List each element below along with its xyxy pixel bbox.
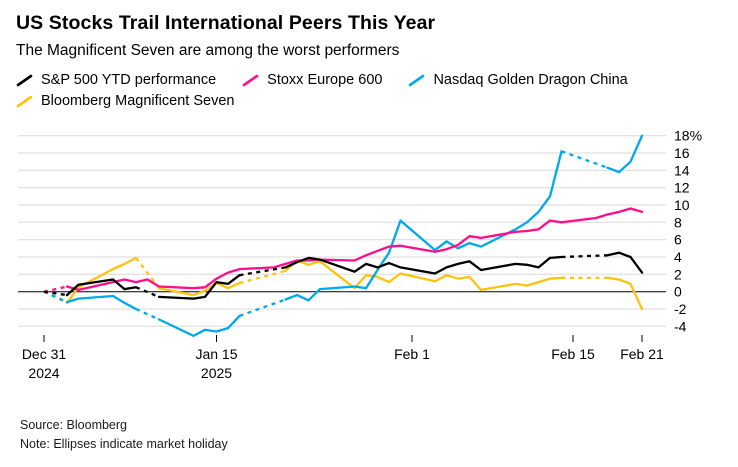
svg-text:Feb 21: Feb 21 — [620, 346, 664, 362]
svg-text:Feb 1: Feb 1 — [394, 346, 430, 362]
svg-text:2025: 2025 — [201, 365, 232, 381]
chart-area: 18% 16 14 12 10 8 6 4 2 0 -2 -4 Dec 31 2024 Jan 15 2025… — [14, 117, 726, 392]
legend-swatch-line — [16, 95, 33, 107]
page-subtitle: The Magnificent Seven are among the wors… — [16, 42, 400, 59]
legend-line-icon — [409, 74, 425, 86]
legend-line-icon — [16, 95, 33, 107]
legend-swatch-line — [242, 74, 259, 86]
legend-line-icon — [16, 74, 33, 86]
page-title: US Stocks Trail International Peers This… — [16, 12, 436, 34]
legend-swatch-line — [16, 74, 33, 86]
svg-text:16: 16 — [674, 145, 690, 161]
legend-label: S&P 500 YTD performance — [41, 72, 217, 88]
legend-label: Nasdaq Golden Dragon China — [433, 72, 628, 88]
svg-text:8: 8 — [674, 214, 682, 230]
legend-label: Stoxx Europe 600 — [267, 72, 383, 88]
svg-text:-4: -4 — [674, 318, 687, 334]
svg-text:4: 4 — [674, 249, 682, 265]
svg-text:-2: -2 — [674, 301, 687, 317]
source-note: Source: Bloomberg — [20, 418, 128, 432]
legend-label: Bloomberg Magnificent Seven — [41, 93, 235, 109]
legend-line-icon — [242, 74, 259, 86]
legend-swatch-line — [409, 74, 425, 86]
chart-footer: Source: Bloomberg Note: Ellipses indicat… — [20, 416, 726, 455]
legend-item-sp500: S&P 500 YTD performance — [16, 72, 216, 88]
svg-text:14: 14 — [674, 162, 690, 178]
holiday-note: Note: Ellipses indicate market holiday — [20, 437, 228, 452]
svg-text:0: 0 — [674, 284, 682, 300]
svg-text:18%: 18% — [674, 128, 702, 144]
svg-text:Dec 31: Dec 31 — [22, 346, 67, 362]
svg-text:2: 2 — [674, 266, 682, 282]
svg-text:2024: 2024 — [28, 365, 59, 381]
svg-text:6: 6 — [674, 232, 682, 248]
svg-text:12: 12 — [674, 180, 690, 196]
svg-text:Jan 15: Jan 15 — [195, 346, 237, 362]
chart-legend: S&P 500 YTD performance Stoxx Europe 600… — [16, 72, 721, 109]
legend-item-stoxx: Stoxx Europe 600 — [242, 72, 382, 88]
legend-item-magnificent-seven: Bloomberg Magnificent Seven — [16, 93, 234, 109]
legend-item-golden-dragon: Nasdaq Golden Dragon China — [408, 72, 628, 88]
svg-text:10: 10 — [674, 197, 690, 213]
svg-text:Feb 15: Feb 15 — [551, 346, 595, 362]
